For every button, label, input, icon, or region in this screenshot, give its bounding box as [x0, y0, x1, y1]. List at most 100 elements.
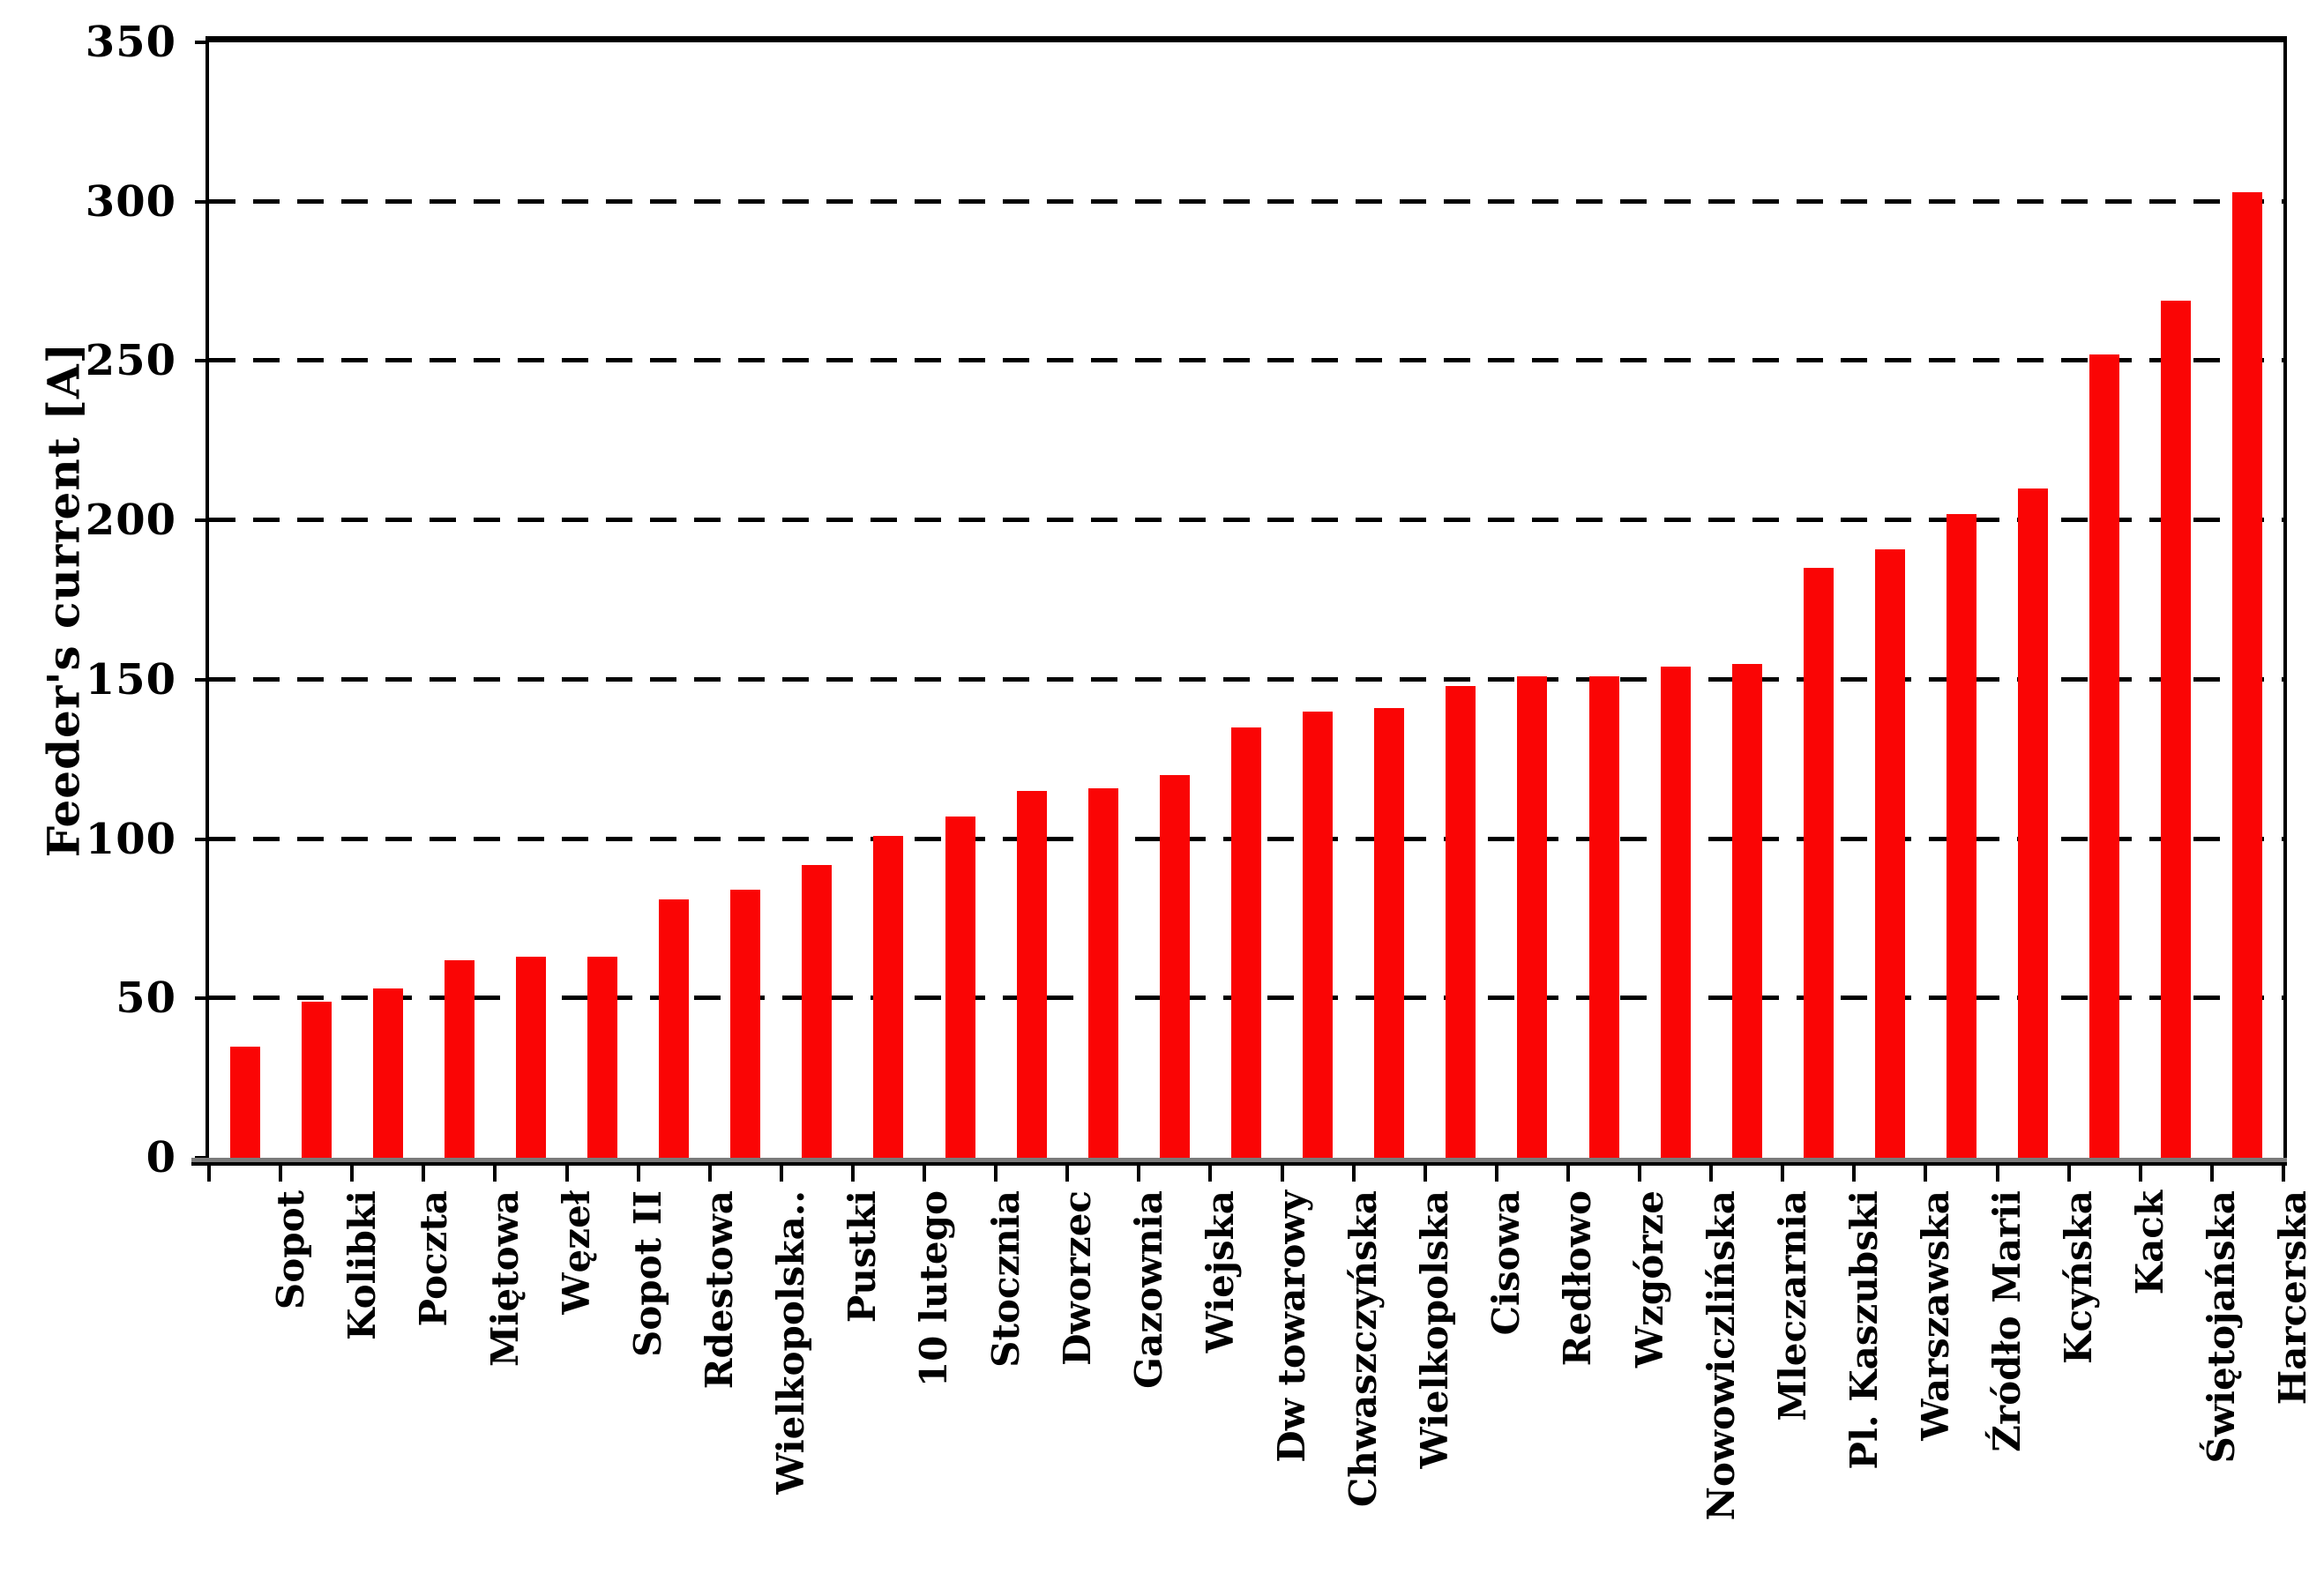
- gridline-300: [209, 198, 2283, 204]
- x-label-Wielkopolska..: Wielkopolska..: [769, 1190, 813, 1495]
- bar-Kolibki: [301, 1001, 332, 1158]
- x-axis-tick: [493, 1166, 497, 1182]
- bar-Wielkopolska: [1374, 708, 1405, 1158]
- bar-Dw towarowy: [1231, 727, 1261, 1158]
- x-axis-tick: [422, 1166, 426, 1182]
- x-label-Dw towarowy: Dw towarowy: [1270, 1190, 1313, 1463]
- x-axis-tick: [207, 1166, 211, 1182]
- bar-Gazownia: [1087, 787, 1118, 1158]
- x-label-Pustki: Pustki: [841, 1190, 885, 1324]
- x-axis-tick: [1065, 1166, 1070, 1182]
- y-axis-tick: [195, 41, 209, 44]
- x-axis-tick: [2282, 1166, 2285, 1182]
- x-label-Cisowa: Cisowa: [1484, 1190, 1528, 1336]
- x-label-Sopot: Sopot: [268, 1190, 312, 1310]
- x-axis-tick: [279, 1166, 283, 1182]
- x-label-Kack: Kack: [2128, 1190, 2172, 1295]
- x-axis-tick: [850, 1166, 855, 1182]
- bar-Świętojańska: [2161, 300, 2192, 1158]
- bar-10 lutego: [873, 835, 904, 1158]
- x-label-Kolibki: Kolibki: [340, 1190, 384, 1340]
- x-axis-tick: [779, 1166, 783, 1182]
- x-axis-tick: [1351, 1166, 1356, 1182]
- x-label-Pl. Kaszubski: Pl. Kaszubski: [1842, 1190, 1886, 1470]
- bar-Źródło Marii: [1947, 513, 1977, 1158]
- y-axis-tick: [195, 837, 209, 841]
- gridline-150: [209, 676, 2283, 682]
- bar-Miętowa: [444, 959, 475, 1158]
- y-tick-label-150: 150: [85, 654, 176, 705]
- bar-Węzeł: [515, 957, 546, 1158]
- x-axis-tick: [1423, 1166, 1427, 1182]
- bar-Kack: [2089, 354, 2120, 1158]
- x-axis-tick: [994, 1166, 998, 1182]
- x-label-Warszawska: Warszawska: [1913, 1190, 1957, 1441]
- bar-Dworzec: [1016, 791, 1047, 1158]
- bar-Harcerska: [2232, 191, 2263, 1158]
- y-axis-line: [205, 36, 209, 1158]
- x-axis-tick: [923, 1166, 927, 1182]
- x-label-Dworzec: Dworzec: [1055, 1190, 1099, 1366]
- plot-frame-top: [205, 36, 2287, 42]
- bar-Wzgórze: [1588, 676, 1619, 1158]
- x-label-Poczta: Poczta: [411, 1190, 455, 1327]
- x-label-Wielkopolska: Wielkopolska: [1413, 1190, 1457, 1469]
- feeder-current-bar-chart: Feeder's current [A] 0 50 100 150 200 250 300 3…: [37, 18, 2309, 1521]
- bar-Pl. Kaszubski: [1803, 568, 1834, 1158]
- x-axis-tick: [1565, 1166, 1570, 1182]
- x-axis-tick: [2138, 1166, 2142, 1182]
- bar-Nowowiczlińska: [1660, 667, 1691, 1158]
- bar-Mleczarnia: [1731, 663, 1762, 1158]
- y-axis-tick: [195, 518, 209, 523]
- x-label-Redłowo: Redłowo: [1556, 1190, 1600, 1367]
- x-label-Chwaszczyńska: Chwaszczyńska: [1341, 1190, 1386, 1508]
- x-label-Gazownia: Gazownia: [1126, 1190, 1170, 1389]
- gridline-250: [209, 358, 2283, 363]
- x-label-Świętojańska: Świętojańska: [2200, 1190, 2244, 1464]
- x-axis-tick: [1709, 1166, 1714, 1182]
- bar-Wielkopolska..: [730, 890, 761, 1158]
- x-axis-tick: [1924, 1166, 1928, 1182]
- y-tick-label-50: 50: [116, 973, 176, 1024]
- x-axis-tick: [1494, 1166, 1498, 1182]
- bar-Cisowa: [1446, 686, 1476, 1158]
- x-axis-tick: [1781, 1166, 1785, 1182]
- x-axis-tick: [1137, 1166, 1141, 1182]
- x-label-Sopot II: Sopot II: [626, 1190, 670, 1358]
- x-axis-tick: [2066, 1166, 2071, 1182]
- x-axis-tick: [1995, 1166, 1999, 1182]
- x-label-10 lutego: 10 lutego: [912, 1190, 956, 1388]
- y-axis-tick: [195, 677, 209, 682]
- y-axis-tick: [195, 199, 209, 204]
- x-axis-line-black: [191, 1162, 2287, 1166]
- y-tick-label-0: 0: [146, 1133, 176, 1182]
- x-label-Mleczarnia: Mleczarnia: [1770, 1190, 1814, 1421]
- x-label-Kcyńska: Kcyńska: [2057, 1190, 2101, 1364]
- y-tick-label-200: 200: [85, 496, 176, 546]
- x-label-Wiejska: Wiejska: [1198, 1190, 1242, 1354]
- x-axis-tick: [564, 1166, 569, 1182]
- x-label-Rdestowa: Rdestowa: [698, 1190, 742, 1390]
- y-tick-label-350: 350: [85, 18, 176, 67]
- bar-Rdestowa: [659, 899, 690, 1158]
- y-tick-label-300: 300: [85, 176, 176, 227]
- x-axis-tick: [1638, 1166, 1642, 1182]
- bar-Pustki: [802, 864, 833, 1158]
- bar-Poczta: [372, 988, 403, 1158]
- bar-Sopot II: [587, 957, 618, 1158]
- y-tick-label-250: 250: [85, 336, 176, 386]
- bar-Chwaszczyńska: [1303, 712, 1334, 1158]
- x-axis-line-gray: [191, 1158, 2287, 1162]
- bar-Warszawska: [1874, 548, 1905, 1158]
- bar-Redłowo: [1517, 676, 1548, 1158]
- x-axis-tick: [350, 1166, 355, 1182]
- bar-Wiejska: [1159, 775, 1190, 1158]
- x-label-Źródło Marii: Źródło Marii: [1985, 1190, 2029, 1452]
- x-label-Miętowa: Miętowa: [482, 1190, 527, 1367]
- x-axis-tick: [636, 1166, 640, 1182]
- y-axis-title: Feeder's current [A]: [37, 341, 90, 858]
- x-label-Nowowiczlińska: Nowowiczlińska: [1699, 1190, 1743, 1521]
- y-tick-label-100: 100: [85, 814, 176, 864]
- x-axis-tick: [707, 1166, 712, 1182]
- bar-Stocznia: [945, 817, 975, 1158]
